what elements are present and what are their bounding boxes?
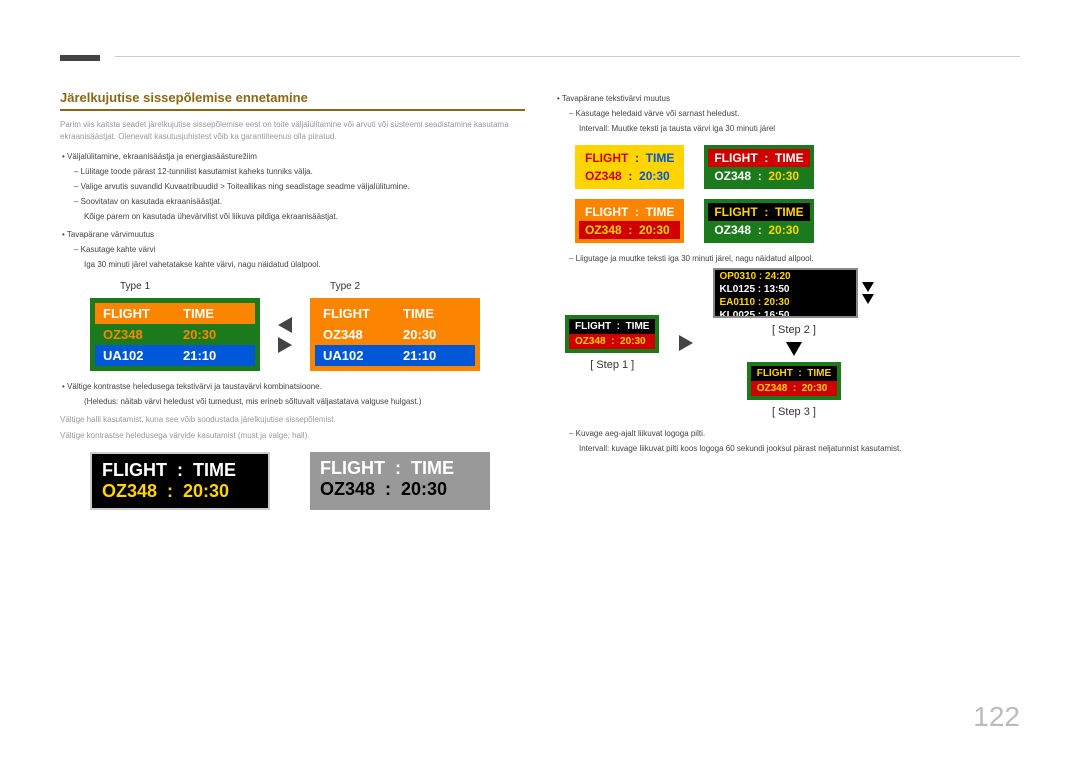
t: TIME [775,205,804,219]
step2-label: [ Step 2 ] [772,324,816,336]
cell: 21:10 [175,345,255,366]
cell: 21:10 [395,345,475,366]
down-arrows-icon [862,282,874,304]
step-flow: FLIGHT : TIME OZ348 : 20:30 [ Step 1 ] O… [565,268,1020,418]
left-column: Järelkujutise sissepõlemise ennetamine P… [60,90,525,510]
dash-item: Liigutage ja muutke teksti iga 30 minuti… [567,253,1020,265]
type-labels: Type 1 Type 2 [60,281,525,292]
t: TIME [807,368,831,379]
right-arrow-icon [679,335,693,351]
type2-label: Type 2 [330,281,360,292]
t: FLIGHT [714,151,757,165]
dash-item: Valige arvutis suvandid Kuvaatribuudid >… [72,181,525,193]
sub-text: Kõige parem on kasutada ühevärvilist või… [84,211,525,223]
t: FLIGHT [320,458,385,478]
swap-arrows-icon [278,317,292,353]
t: OZ348 [102,481,157,501]
sched-orange: FLIGHT : TIME OZ348 : 20:30 [575,199,684,243]
sched-green2: FLIGHT : TIME OZ348 : 20:30 [704,199,813,243]
page-columns: Järelkujutise sissepõlemise ennetamine P… [60,90,1020,510]
t: TIME [646,151,675,165]
t: 20:30 [401,479,447,499]
dash-item: Kuvage aeg-ajalt liikuvat logoga pilti. [567,428,1020,440]
cell: UA102 [95,345,175,366]
bullet-item: Vältige kontrastse heledusega tekstivärv… [60,381,525,393]
sched-yellow: FLIGHT : TIME OZ348 : 20:30 [575,145,684,189]
t: 20:30 [802,383,828,394]
dash-item: Soovitatav on kasutada ekraanisäästjat. [72,196,525,208]
step1: FLIGHT : TIME OZ348 : 20:30 [ Step 1 ] [565,315,659,371]
hdr-flight: FLIGHT [315,303,395,324]
t: FLIGHT [585,151,628,165]
t: OZ348 [714,223,751,237]
hdr-flight: FLIGHT [95,303,175,324]
t: 20:30 [620,336,646,347]
t: TIME [646,205,675,219]
contrast-examples: FLIGHT : TIME OZ348 : 20:30 FLIGHT : TIM… [90,452,525,510]
t: FLIGHT [757,368,793,379]
t: 20:30 [183,481,229,501]
step3-sched: FLIGHT : TIME OZ348 : 20:30 [747,362,841,400]
t: OZ348 [757,383,788,394]
header-accent [60,55,100,61]
t: FLIGHT [585,205,628,219]
sub-text: Intervall: kuvage liikuvat pilti koos lo… [579,443,1020,455]
bullet-item: Tavapärane tekstivärvi muutus [555,93,1020,105]
scroll-clip: OP0310 : 24:20 KL0125 : 13:50 EA0110 : 2… [713,268,858,318]
cell: 20:30 [175,324,255,345]
dash-item: Kasutage kahte värvi [72,244,525,256]
right-column: Tavapärane tekstivärvi muutus Kasutage h… [555,90,1020,510]
t: TIME [411,458,454,478]
color-change-grid: FLIGHT : TIME OZ348 : 20:30 FLIGHT : TIM… [575,145,1020,243]
bullet-item: Tavapärane värvimuutus [60,229,525,241]
sub-text: Iga 30 minuti järel vahetatakse kahte vä… [84,259,525,271]
note: Vältige kontrastse heledusega värvide ka… [60,430,525,442]
note: Vältige halli kasutamist, kuna see võib … [60,414,525,426]
t: FLIGHT [714,205,757,219]
page-number: 122 [973,701,1020,733]
hdr-time: TIME [175,303,255,324]
step3-label: [ Step 3 ] [772,406,816,418]
sub-text: (Heledus: näitab värvi heledust või tume… [84,396,525,408]
t: OZ348 [714,169,751,183]
t: 20:30 [639,223,670,237]
t: FLIGHT [575,321,611,332]
type1-label: Type 1 [120,281,150,292]
t: OZ348 [320,479,375,499]
type-row: FLIGHTTIME OZ34820:30 UA10221:10 FLIGHTT… [90,298,525,371]
step1-label: [ Step 1 ] [590,359,634,371]
t: TIME [193,460,236,480]
header-rule [115,56,1020,57]
t: OZ348 [585,223,622,237]
t: OZ348 [575,336,606,347]
sub-text: Intervall: Muutke teksti ja tausta värvi… [579,123,1020,135]
dash-item: Lülitage toode pärast 12-tunnilist kasut… [72,166,525,178]
type2-schedule: FLIGHTTIME OZ34820:30 UA10221:10 [310,298,480,371]
t: 20:30 [768,169,799,183]
hdr-time: TIME [395,303,475,324]
cell: 20:30 [395,324,475,345]
dash-item: Kasutage heledaid värve või sarnast hele… [567,108,1020,120]
t: 20:30 [768,223,799,237]
sched-green: FLIGHT : TIME OZ348 : 20:30 [704,145,813,189]
t: FLIGHT [102,460,167,480]
cell: OZ348 [95,324,175,345]
gray-example: FLIGHT : TIME OZ348 : 20:30 [310,452,490,510]
type1-schedule: FLIGHTTIME OZ34820:30 UA10221:10 [90,298,260,371]
intro-text: Parim viis kaitsta seadet järelkujutise … [60,119,525,143]
cell: OZ348 [315,324,395,345]
t: OZ348 [585,169,622,183]
t: TIME [775,151,804,165]
cell: UA102 [315,345,395,366]
down-arrow-icon [786,342,802,356]
t: 20:30 [639,169,670,183]
t: TIME [626,321,650,332]
bullet-item: Väljalülitamine, ekraanisäästja ja energ… [60,151,525,163]
section-heading: Järelkujutise sissepõlemise ennetamine [60,90,525,111]
step2: OP0310 : 24:20 KL0125 : 13:50 EA0110 : 2… [713,268,874,418]
black-example: FLIGHT : TIME OZ348 : 20:30 [90,452,270,510]
